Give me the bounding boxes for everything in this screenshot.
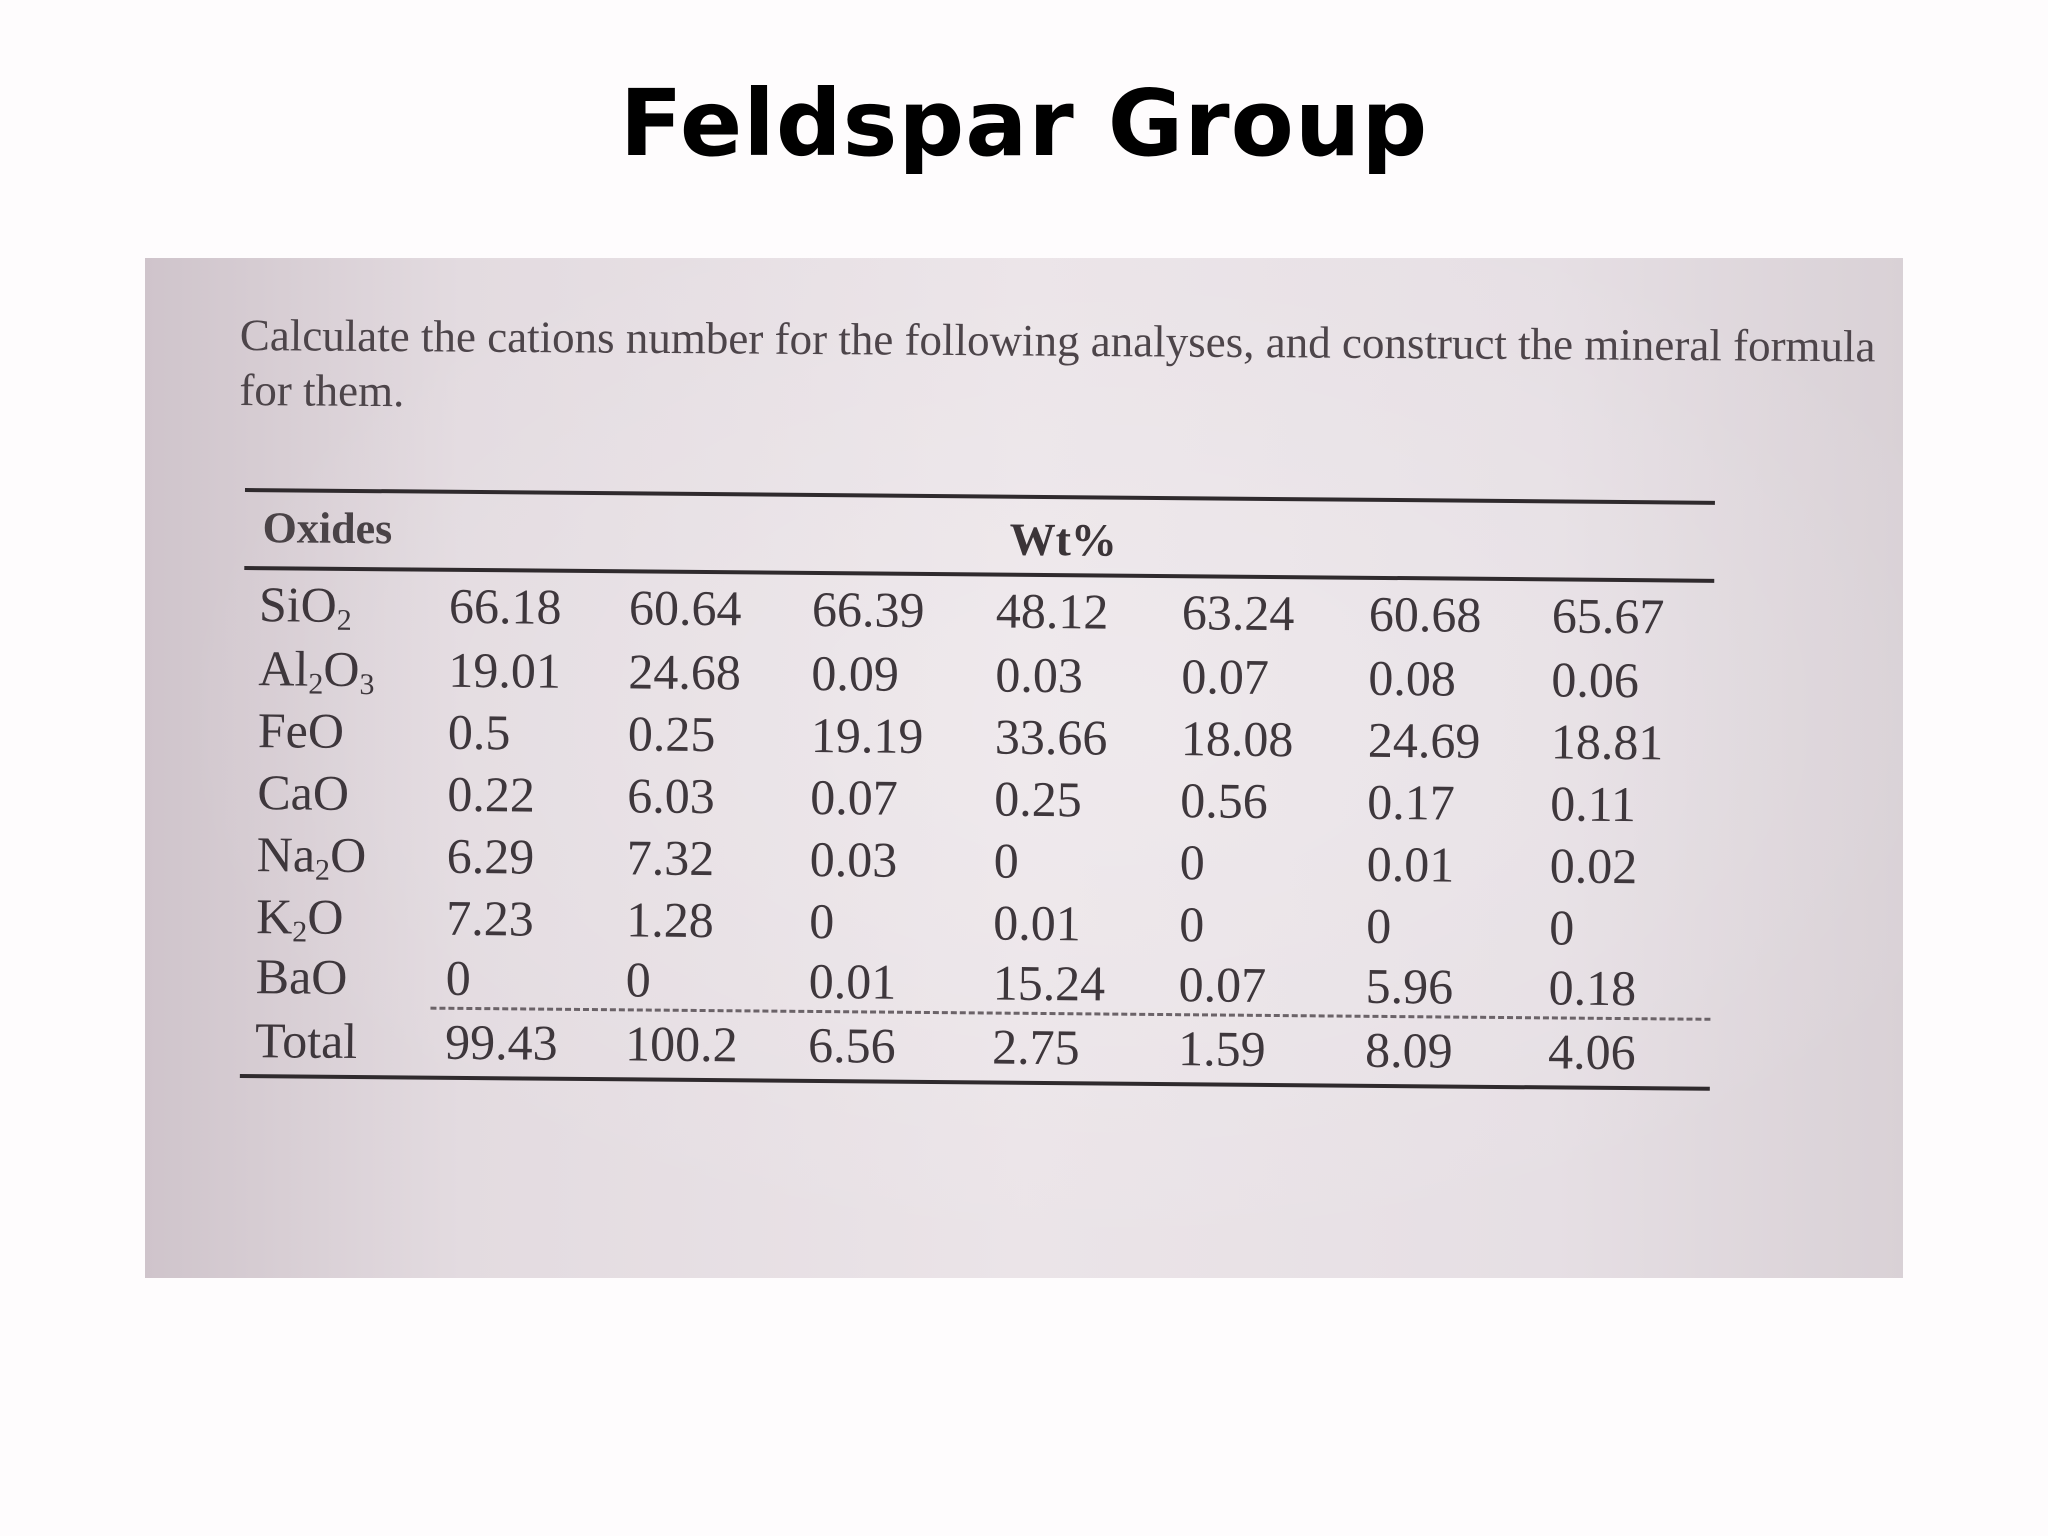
table-cell: 19.19 (810, 706, 924, 764)
table-cell: 0.02 (1549, 837, 1638, 895)
table-cell: 66.18 (448, 577, 562, 635)
table-cell: 0.5 (447, 703, 511, 761)
table-cell: 100.2 (624, 1015, 738, 1073)
table-cell: 0.07 (810, 768, 899, 826)
table-cell: 0.22 (447, 765, 536, 823)
table-cell: 2.75 (991, 1018, 1080, 1076)
table-cell: 6.03 (627, 767, 716, 825)
table-cell: 0.17 (1367, 773, 1456, 831)
table-cell: 0.03 (809, 830, 898, 888)
table-cell: 15.24 (992, 954, 1106, 1012)
table-cell: 0 (445, 949, 471, 1006)
table-cell: 0 (625, 951, 651, 1008)
table-cell: 65.67 (1551, 587, 1665, 645)
table-cell: 63.24 (1181, 584, 1295, 642)
oxide-table: Oxides Wt% SiO2 66.18 60.64 66.39 48.12 … (239, 488, 1715, 1091)
table-cell: 0 (1178, 896, 1205, 953)
table-cell: 8.09 (1364, 1021, 1453, 1079)
table-cell: 0.09 (811, 644, 900, 702)
table-cell: 0.56 (1180, 772, 1269, 829)
table-cell: 0.18 (1548, 959, 1637, 1017)
table-cell: 24.68 (628, 643, 742, 701)
table-cell: 7.32 (626, 829, 715, 887)
table-cell: 18.81 (1550, 713, 1664, 771)
header-wt-percent: Wt% (1009, 513, 1118, 566)
table-cell: 0.08 (1368, 649, 1457, 707)
instructions-text: Calculate the cations number for the fol… (239, 309, 1876, 417)
table-cell: 19.01 (448, 641, 562, 699)
table-cell: 0.25 (994, 770, 1083, 828)
table-cell: 0.06 (1551, 651, 1640, 709)
table-cell: 4.06 (1547, 1023, 1636, 1081)
table-cell: 6.29 (446, 827, 535, 885)
table-cell: 48.12 (995, 582, 1109, 640)
table-top-rule (244, 488, 1715, 505)
total-label: Total (254, 1012, 358, 1069)
table-cell: 0.01 (808, 952, 897, 1010)
table-cell: 6.56 (807, 1016, 896, 1074)
table-cell: 0.03 (995, 646, 1084, 704)
table-cell: 24.69 (1367, 711, 1481, 769)
table-cell: 0 (1365, 897, 1392, 955)
table-cell: 0.25 (627, 705, 716, 763)
table-cell: 0.07 (1178, 956, 1267, 1013)
table-cell: 18.08 (1180, 710, 1294, 768)
header-oxides: Oxides (262, 503, 393, 554)
textbook-photo: Calculate the cations number for the fol… (145, 258, 1903, 1278)
table-cell: 7.23 (446, 889, 534, 947)
table-cell: 1.28 (626, 891, 714, 949)
table-cell: 60.64 (628, 579, 742, 637)
table-cell: 0.01 (992, 894, 1081, 952)
table-cell: 0.11 (1550, 775, 1637, 833)
table-cell: 0 (1548, 899, 1575, 956)
table-row-total: Total 99.43 100.2 6.56 2.75 1.59 8.09 4.… (240, 1008, 1711, 1085)
slide-title: Feldspar Group (619, 70, 1429, 177)
table-cell: 99.43 (444, 1013, 558, 1071)
table-cell: 0 (808, 892, 835, 950)
table-cell: 0.01 (1366, 835, 1455, 893)
table-cell: 66.39 (811, 580, 925, 638)
table-cell: 33.66 (994, 708, 1108, 766)
table-cell: 5.96 (1365, 957, 1454, 1015)
table-cell: 0.07 (1181, 648, 1270, 705)
table-cell: 0 (1179, 834, 1206, 891)
table-cell: 60.68 (1368, 585, 1482, 643)
table-cell: 0 (993, 832, 1020, 889)
table-cell: 1.59 (1177, 1020, 1266, 1077)
